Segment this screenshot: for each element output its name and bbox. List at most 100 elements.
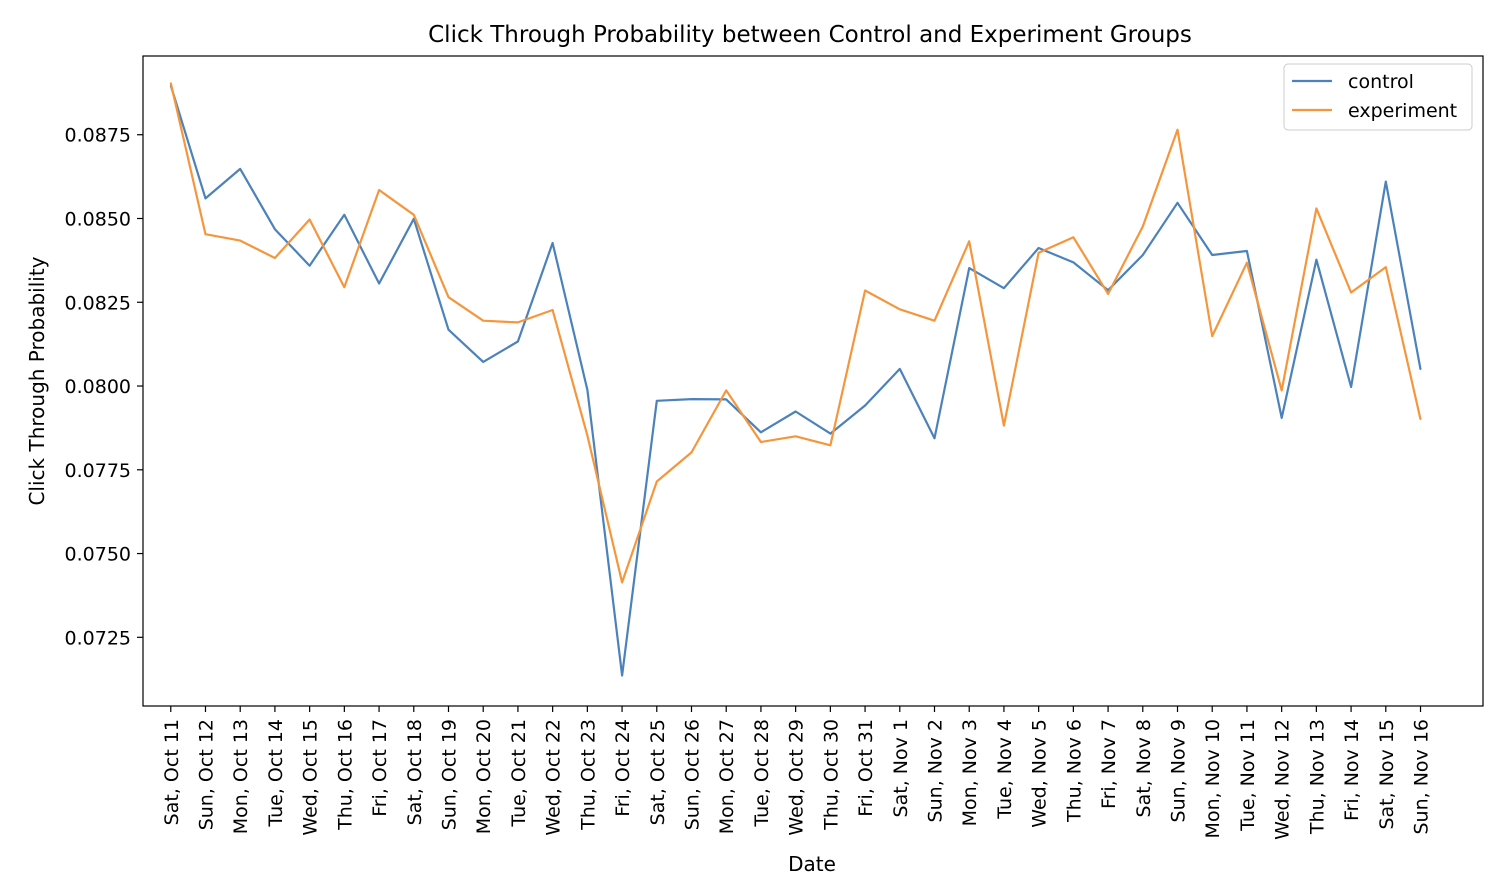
data-point-experiment (1003, 424, 1005, 427)
series-line-control (169, 85, 1422, 677)
y-tick-label: 0.0725 (65, 627, 131, 649)
data-point-experiment (1246, 261, 1248, 264)
x-axis: Sat, Oct 11 Sun, Oct 12 Mon, Oct 13 Tue, Oc… (161, 706, 1433, 840)
data-point-experiment (204, 233, 207, 235)
x-tick-label: Fri, Oct 17 (369, 719, 391, 817)
data-point-experiment (656, 480, 658, 483)
x-tick-label: Sat, Nov 15 (1376, 719, 1398, 830)
series-layer (169, 82, 1422, 677)
data-point-control (725, 398, 727, 401)
x-tick-label: Sat, Nov 8 (1133, 719, 1155, 817)
x-tick-label: Wed, Nov 5 (1029, 719, 1051, 828)
data-point-control (517, 340, 519, 343)
data-point-experiment (413, 214, 415, 216)
x-tick-label: Mon, Oct 20 (473, 719, 495, 834)
data-point-experiment (760, 441, 762, 443)
data-point-control (343, 214, 346, 216)
data-point-control (968, 267, 970, 269)
x-tick-label: Sun, Oct 26 (681, 719, 703, 830)
data-point-experiment (1385, 266, 1387, 268)
x-tick-label: Wed, Oct 29 (786, 719, 808, 836)
data-point-experiment (1107, 293, 1109, 295)
x-tick-label: Fri, Oct 24 (612, 719, 634, 817)
data-point-experiment (482, 319, 485, 322)
data-point-control (1037, 247, 1040, 249)
data-point-control (447, 328, 450, 331)
data-point-control (690, 398, 693, 400)
x-tick-label: Fri, Oct 31 (855, 719, 877, 817)
y-tick-label: 0.0800 (65, 376, 131, 398)
data-point-experiment (551, 309, 554, 311)
data-point-experiment (1419, 418, 1422, 421)
x-tick-label: Tue, Oct 14 (265, 719, 287, 828)
data-point-experiment (170, 82, 172, 84)
data-point-experiment (343, 286, 346, 289)
x-tick-label: Sun, Nov 16 (1411, 719, 1433, 835)
data-point-experiment (274, 257, 276, 259)
data-point-control (204, 197, 207, 200)
x-tick-label: Mon, Nov 10 (1202, 719, 1224, 838)
data-point-experiment (1280, 389, 1283, 392)
x-tick-label: Tue, Nov 4 (994, 719, 1016, 820)
x-tick-label: Fri, Nov 7 (1098, 719, 1120, 809)
x-tick-label: Sun, Oct 19 (438, 719, 460, 830)
x-tick-label: Wed, Oct 22 (543, 719, 565, 836)
data-point-experiment (864, 289, 866, 292)
data-point-control (794, 410, 797, 413)
data-point-experiment (517, 321, 519, 324)
data-point-experiment (621, 581, 623, 584)
data-point-control (1176, 202, 1179, 204)
data-point-control (1280, 417, 1283, 419)
data-point-control (829, 432, 832, 435)
x-tick-label: Tue, Oct 21 (508, 719, 530, 828)
x-tick-label: Sun, Nov 9 (1168, 719, 1190, 822)
data-point-control (1211, 254, 1213, 256)
data-point-experiment (308, 218, 311, 221)
x-axis-title: Date (788, 852, 836, 876)
legend: control experiment (1283, 63, 1473, 131)
x-tick-label: Wed, Oct 15 (300, 719, 322, 836)
x-tick-label: Fri, Nov 14 (1341, 719, 1363, 821)
data-point-experiment (899, 308, 901, 311)
data-point-experiment (1037, 251, 1040, 254)
x-tick-label: Thu, Oct 23 (577, 719, 599, 831)
data-point-control (551, 242, 554, 244)
data-point-control (933, 437, 936, 440)
data-point-control (378, 282, 380, 285)
data-point-experiment (725, 389, 727, 392)
data-point-control (1142, 254, 1144, 256)
x-tick-label: Sat, Oct 25 (647, 719, 669, 825)
series-line-experiment (169, 82, 1422, 584)
data-point-control (864, 404, 866, 407)
data-point-experiment (447, 296, 450, 299)
x-tick-label: Thu, Oct 16 (334, 719, 356, 831)
data-point-control (586, 389, 589, 391)
x-tick-label: Thu, Nov 13 (1306, 719, 1328, 835)
x-tick-label: Sun, Oct 12 (195, 719, 217, 830)
y-tick-label: 0.0850 (65, 209, 131, 231)
data-point-control (1072, 261, 1075, 264)
y-tick-label: 0.0825 (65, 292, 131, 314)
data-point-experiment (239, 239, 241, 242)
x-tick-label: Sat, Oct 18 (404, 719, 426, 825)
data-point-control (482, 361, 485, 363)
y-tick-label: 0.0750 (65, 544, 131, 566)
x-tick-label: Tue, Nov 11 (1237, 719, 1259, 832)
y-tick-label: 0.0775 (65, 460, 131, 482)
x-tick-label: Sun, Nov 2 (925, 719, 947, 822)
data-point-experiment (794, 435, 797, 438)
data-point-control (1107, 289, 1109, 292)
data-point-experiment (1142, 225, 1144, 228)
data-point-experiment (690, 451, 693, 454)
data-point-experiment (1315, 207, 1318, 210)
data-point-control (1385, 180, 1387, 183)
y-axis-title: Click Through Probability (25, 256, 49, 505)
data-point-control (239, 168, 241, 170)
x-tick-label: Mon, Oct 27 (716, 719, 738, 834)
data-point-control (621, 674, 623, 677)
data-point-control (656, 400, 658, 402)
data-point-experiment (1350, 291, 1352, 294)
data-point-experiment (933, 319, 936, 322)
x-tick-label: Sat, Nov 1 (890, 719, 912, 817)
